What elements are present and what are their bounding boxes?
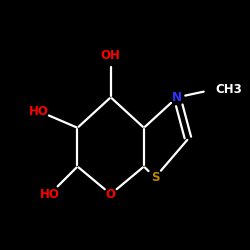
Text: N: N: [172, 91, 182, 104]
Text: S: S: [151, 171, 159, 184]
Text: HO: HO: [40, 188, 60, 201]
Text: CH3: CH3: [216, 82, 242, 96]
Text: HO: HO: [29, 105, 49, 118]
Text: O: O: [106, 188, 116, 201]
Text: OH: OH: [101, 49, 121, 62]
